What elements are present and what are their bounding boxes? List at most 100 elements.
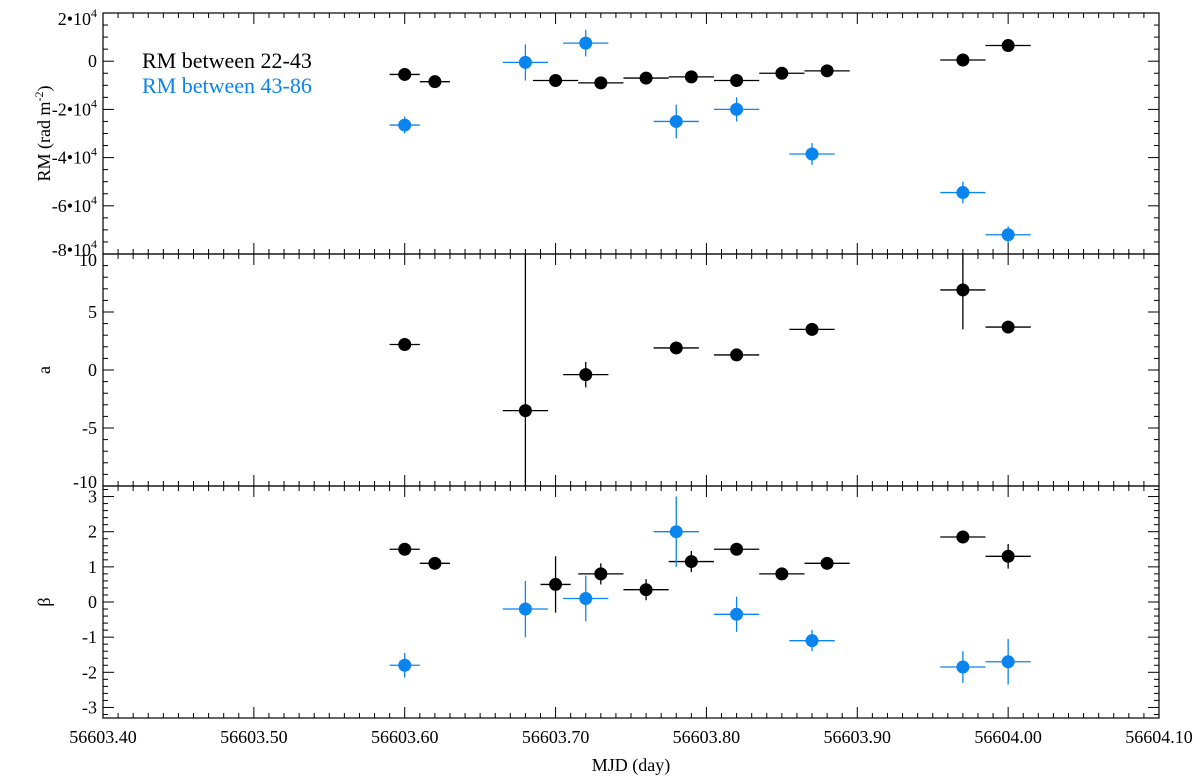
data-point xyxy=(540,556,571,613)
legend-label-22-43: RM between 22-43 xyxy=(142,48,312,73)
series-beta-0 xyxy=(389,530,1031,613)
data-marker xyxy=(956,660,970,674)
data-marker xyxy=(805,147,819,161)
panel-data-rm xyxy=(389,29,1031,244)
panel-data-beta xyxy=(389,496,1031,685)
data-point xyxy=(419,556,450,570)
data-marker xyxy=(398,337,412,351)
data-point xyxy=(653,341,699,355)
data-marker xyxy=(730,542,744,556)
data-point xyxy=(532,73,579,87)
data-point xyxy=(713,596,760,632)
data-marker xyxy=(956,53,970,67)
series-rm-1 xyxy=(389,29,1031,244)
data-marker xyxy=(428,556,442,570)
data-marker xyxy=(820,556,834,570)
y-axis-title-rm: RM (rad m-2) xyxy=(32,86,55,182)
data-point xyxy=(985,544,1031,569)
data-point xyxy=(563,575,609,622)
series-rm-0 xyxy=(389,39,1031,90)
panel-rm: 2•104 0 -2•104 -4•104 -6•104 -8•104 RM (rad m-… xyxy=(32,6,1160,260)
data-marker xyxy=(549,577,563,591)
data-point xyxy=(623,579,669,601)
y-axis-title-alpha: a xyxy=(34,366,54,374)
data-marker xyxy=(956,186,970,200)
data-marker xyxy=(684,555,698,569)
data-point xyxy=(578,76,624,90)
y-tick-label: 5 xyxy=(88,302,97,322)
data-marker xyxy=(669,341,683,355)
data-point xyxy=(759,567,805,581)
data-point xyxy=(653,104,699,139)
data-point xyxy=(940,53,986,67)
data-marker xyxy=(956,530,970,544)
y-tick-label: 10 xyxy=(79,250,97,270)
y-tick-label: 0 xyxy=(88,51,97,71)
data-point xyxy=(502,580,549,638)
x-tick-label: 56603.90 xyxy=(824,727,892,747)
data-marker xyxy=(639,71,653,85)
data-point xyxy=(389,337,420,351)
data-point xyxy=(940,651,986,683)
y-tick-label: -2•104 xyxy=(52,96,97,119)
x-tick-label: 56604.10 xyxy=(1125,727,1193,747)
data-point xyxy=(985,320,1031,334)
y-tick-label: 0 xyxy=(88,360,97,380)
data-marker xyxy=(579,36,593,50)
data-marker xyxy=(579,368,593,382)
data-marker xyxy=(518,55,532,69)
data-marker xyxy=(775,567,789,581)
series-beta-1 xyxy=(389,496,1031,685)
plot-panels: 2•104 0 -2•104 -4•104 -6•104 -8•104 RM (rad m-… xyxy=(32,6,1193,747)
data-marker xyxy=(805,322,819,336)
data-point xyxy=(789,143,835,165)
data-point xyxy=(789,630,835,652)
data-marker xyxy=(398,67,412,81)
data-point xyxy=(653,496,699,567)
y-tick-label: 2•104 xyxy=(58,6,97,29)
x-axis-title: MJD (day) xyxy=(592,755,671,776)
panel-alpha: 10 5 0 -5 -10 a xyxy=(34,250,1160,492)
x-tick-label: 56603.70 xyxy=(522,727,590,747)
data-point xyxy=(563,361,609,388)
data-point xyxy=(940,181,986,204)
data-marker xyxy=(1001,39,1015,53)
data-marker xyxy=(775,66,789,80)
data-marker xyxy=(805,634,819,648)
data-marker xyxy=(669,114,683,128)
data-point xyxy=(985,638,1031,685)
panel-frame xyxy=(102,253,1160,487)
data-marker xyxy=(398,118,412,132)
y-tick-label: 0 xyxy=(88,592,97,612)
data-point xyxy=(389,542,420,556)
legend-label-43-86: RM between 43-86 xyxy=(142,73,312,98)
data-marker xyxy=(1001,549,1015,563)
y-tick-label: -6•104 xyxy=(52,193,97,216)
data-marker xyxy=(579,591,593,605)
data-point xyxy=(759,66,805,80)
legend: RM between 22-43 RM between 43-86 xyxy=(142,48,312,98)
y-tick-label: -3 xyxy=(82,697,97,717)
data-point xyxy=(804,64,850,78)
panel-data-alpha xyxy=(389,254,1031,486)
data-marker xyxy=(518,602,532,616)
y-tick-label: 1 xyxy=(88,557,97,577)
data-point xyxy=(419,75,450,89)
data-marker xyxy=(730,102,744,116)
data-marker xyxy=(669,525,683,539)
data-point xyxy=(713,97,760,122)
y-tick-label: -10 xyxy=(73,472,97,492)
series-alpha-0 xyxy=(389,254,1031,486)
y-tick-label: -8•104 xyxy=(52,237,97,260)
y-axis-title-beta: β xyxy=(34,597,54,606)
data-point xyxy=(940,530,986,544)
data-point xyxy=(668,70,714,84)
data-point xyxy=(389,652,420,678)
data-point xyxy=(578,563,624,585)
data-point xyxy=(789,322,835,336)
data-marker xyxy=(398,658,412,672)
y-tick-label: 3 xyxy=(88,487,97,507)
data-marker xyxy=(730,73,744,87)
data-marker xyxy=(956,283,970,297)
data-marker xyxy=(730,607,744,621)
